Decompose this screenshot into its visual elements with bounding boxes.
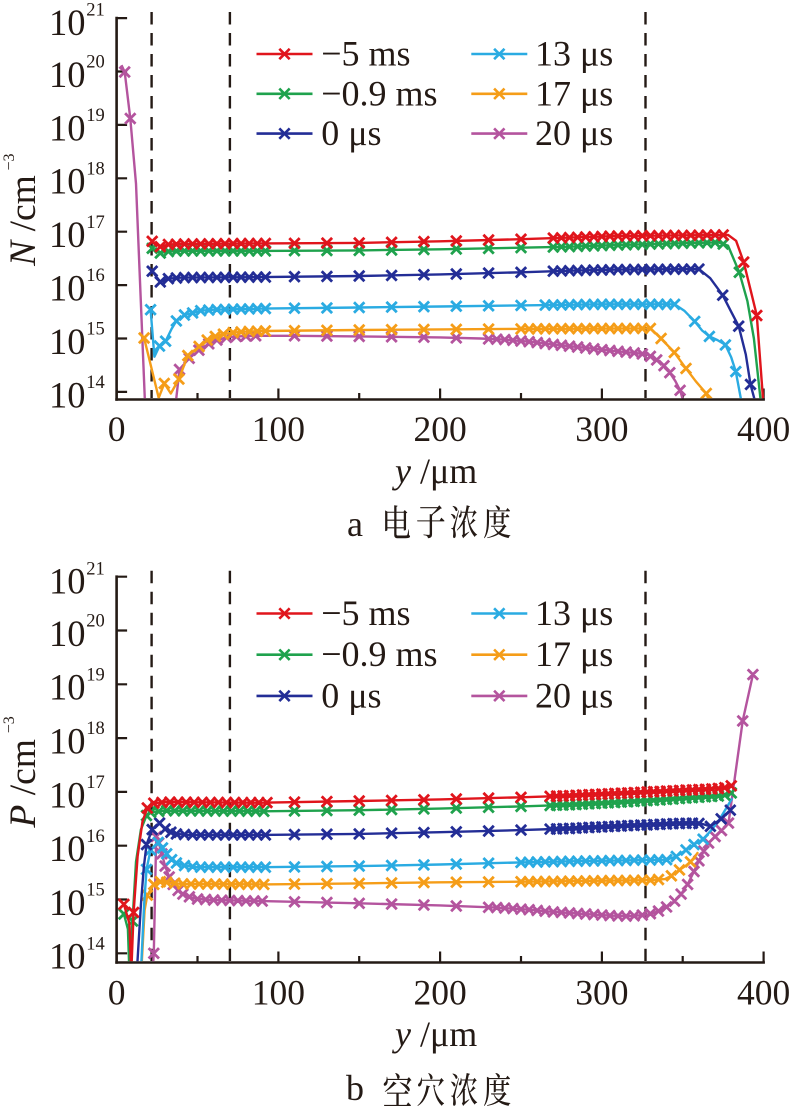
svg-text:13 μs: 13 μs <box>535 593 613 633</box>
svg-text:b: b <box>346 1068 364 1108</box>
svg-text:400: 400 <box>737 409 790 449</box>
svg-text:−5 ms: −5 ms <box>321 34 410 74</box>
svg-text:300: 300 <box>575 973 628 1013</box>
svg-text:200: 200 <box>413 973 466 1013</box>
svg-text:10: 10 <box>49 561 86 602</box>
svg-text:21: 21 <box>86 1 105 21</box>
svg-text:400: 400 <box>737 973 790 1013</box>
svg-text:−3: −3 <box>1 716 18 733</box>
svg-text:200: 200 <box>413 409 466 449</box>
svg-text:P /cm: P /cm <box>3 739 44 829</box>
svg-text:10: 10 <box>49 936 86 977</box>
svg-text:15: 15 <box>86 320 105 340</box>
svg-text:0: 0 <box>108 973 126 1013</box>
svg-text:10: 10 <box>49 882 86 923</box>
svg-text:0 μs: 0 μs <box>321 675 381 715</box>
svg-text:10: 10 <box>49 161 86 202</box>
svg-text:10: 10 <box>49 214 86 255</box>
svg-text:N /cm: N /cm <box>3 175 44 267</box>
svg-text:20 μs: 20 μs <box>535 113 613 153</box>
svg-text:a: a <box>347 504 363 544</box>
svg-text:21: 21 <box>86 559 105 579</box>
svg-text:20: 20 <box>86 53 105 73</box>
svg-text:y /μm: y /μm <box>392 1014 477 1054</box>
svg-text:10: 10 <box>49 721 86 762</box>
svg-text:10: 10 <box>49 107 86 148</box>
svg-text:−5 ms: −5 ms <box>321 593 410 633</box>
svg-text:10: 10 <box>49 268 86 309</box>
svg-text:300: 300 <box>575 409 628 449</box>
svg-text:10: 10 <box>49 828 86 869</box>
svg-text:17 μs: 17 μs <box>535 634 613 674</box>
svg-text:10: 10 <box>49 54 86 95</box>
svg-text:19: 19 <box>86 106 105 126</box>
svg-text:0: 0 <box>108 409 126 449</box>
svg-text:100: 100 <box>252 409 305 449</box>
svg-text:18: 18 <box>86 719 105 739</box>
svg-text:13 μs: 13 μs <box>535 34 613 74</box>
svg-text:10: 10 <box>49 667 86 708</box>
svg-text:10: 10 <box>49 613 86 654</box>
svg-text:17: 17 <box>86 213 105 233</box>
svg-text:19: 19 <box>86 665 105 685</box>
svg-text:20: 20 <box>86 612 105 632</box>
svg-text:100: 100 <box>252 973 305 1013</box>
svg-text:y /μm: y /μm <box>392 451 477 491</box>
svg-text:17 μs: 17 μs <box>535 73 613 113</box>
svg-text:−0.9 ms: −0.9 ms <box>321 73 437 113</box>
svg-text:−0.9 ms: −0.9 ms <box>321 634 437 674</box>
svg-text:20 μs: 20 μs <box>535 675 613 715</box>
svg-text:−3: −3 <box>1 153 18 170</box>
svg-text:10: 10 <box>49 321 86 362</box>
svg-text:10: 10 <box>49 374 86 415</box>
svg-text:16: 16 <box>86 266 105 286</box>
svg-text:10: 10 <box>49 774 86 815</box>
svg-text:17: 17 <box>86 773 105 793</box>
svg-text:15: 15 <box>86 881 105 901</box>
svg-text:0 μs: 0 μs <box>321 113 381 153</box>
svg-text:14: 14 <box>86 373 105 393</box>
svg-text:18: 18 <box>86 159 105 179</box>
svg-text:16: 16 <box>86 827 105 847</box>
svg-text:10: 10 <box>49 2 86 43</box>
svg-text:14: 14 <box>86 934 105 954</box>
